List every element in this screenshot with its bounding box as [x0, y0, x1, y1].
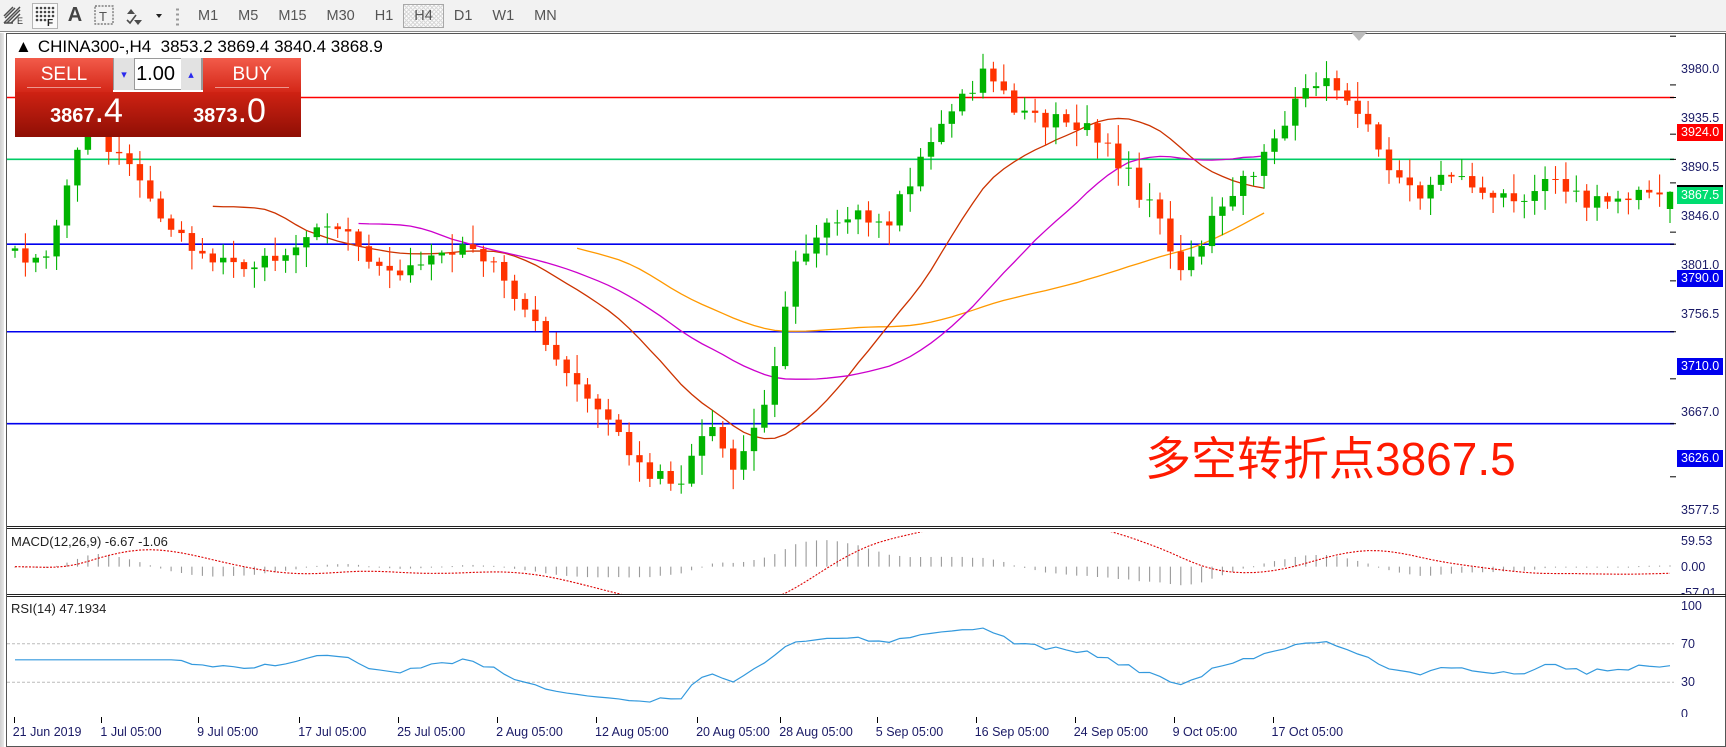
svg-text:E: E — [17, 16, 23, 26]
svg-text:F: F — [47, 18, 53, 27]
svg-text:T: T — [99, 9, 107, 24]
